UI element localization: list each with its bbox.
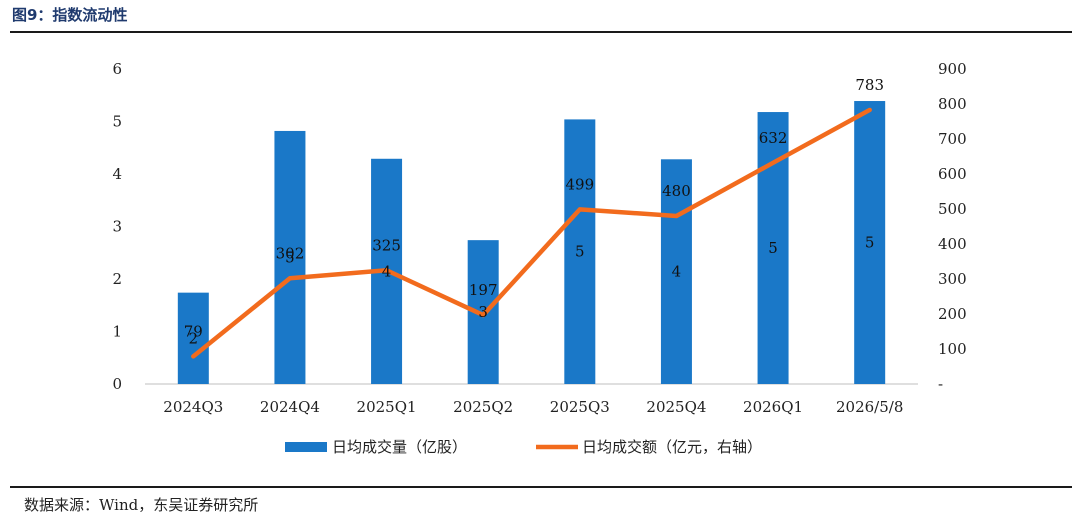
bar-data-label: 5 — [865, 234, 875, 252]
y-right-tick-label: 500 — [938, 200, 967, 218]
line-data-label: 325 — [372, 236, 401, 254]
y-right-tick-label: 600 — [938, 165, 967, 183]
legend: 日均成交量（亿股） 日均成交额（亿元，右轴） — [285, 438, 762, 456]
y-right-tick-label: 400 — [938, 235, 967, 253]
line-data-label: 480 — [662, 182, 691, 200]
bar-data-label: 5 — [285, 248, 295, 266]
line-data-label: 302 — [276, 244, 305, 262]
y-left-tick-label: 2 — [112, 270, 122, 288]
line-data-label: 783 — [855, 76, 884, 94]
top-rule — [10, 31, 1072, 33]
x-tick-label: 2026/5/8 — [836, 398, 903, 416]
x-tick-label: 2025Q1 — [357, 398, 417, 416]
y-left-tick-label: 4 — [112, 165, 122, 183]
x-tick-label: 2025Q2 — [453, 398, 513, 416]
bar-data-label: 3 — [478, 303, 488, 321]
line-data-label: 632 — [759, 129, 788, 147]
bar-data-label: 5 — [575, 243, 585, 261]
bar-data-label: 5 — [768, 239, 778, 257]
y-left-tick-label: 0 — [112, 375, 122, 393]
y-right-tick-label: 100 — [938, 340, 967, 358]
bar — [660, 159, 692, 384]
y-right-tick-label: 900 — [938, 60, 967, 78]
bar — [177, 292, 209, 384]
y-right-tick-label: 200 — [938, 305, 967, 323]
y-left-tick-label: 1 — [112, 323, 122, 341]
bottom-rule — [10, 486, 1072, 488]
y-right-tick-label: - — [938, 375, 943, 393]
x-tick-label: 2024Q4 — [260, 398, 320, 416]
y-right-tick-label: 800 — [938, 95, 967, 113]
source-note: 数据来源：Wind，东吴证券研究所 — [24, 496, 259, 514]
legend-swatch-bar — [285, 442, 327, 452]
line-data-label: 79 — [184, 322, 203, 340]
y-left-tick-label: 6 — [112, 60, 122, 78]
line-data-label: 197 — [469, 281, 498, 299]
y-right-tick-label: 700 — [938, 130, 967, 148]
y-right-tick-label: 300 — [938, 270, 967, 288]
series-line — [191, 107, 872, 359]
line-data-label: 499 — [565, 175, 594, 193]
figure-title: 图9：指数流动性 — [12, 6, 128, 24]
x-tick-label: 2025Q4 — [646, 398, 706, 416]
x-tick-label: 2025Q3 — [550, 398, 610, 416]
y-left-tick-label: 3 — [112, 218, 122, 236]
y-left-tick-label: 5 — [112, 113, 122, 131]
chart-axes: 0 1 2 3 4 5 6 - 100 200 300 400 500 600 700 800 900 2024Q… — [112, 60, 966, 416]
line-series — [191, 107, 872, 359]
legend-label-bar: 日均成交量（亿股） — [332, 438, 467, 456]
bar-data-label: 4 — [382, 262, 392, 280]
bar-data-label: 4 — [672, 263, 682, 281]
x-tick-label: 2024Q3 — [163, 398, 223, 416]
bar — [564, 119, 596, 385]
bar — [274, 130, 306, 384]
chart: 0 1 2 3 4 5 6 - 100 200 300 400 500 600 700 800 900 2024Q… — [112, 60, 966, 456]
bar — [854, 101, 886, 385]
legend-label-line: 日均成交额（亿元，右轴） — [582, 438, 762, 456]
x-tick-label: 2026Q1 — [743, 398, 803, 416]
bar-data-label: 2 — [189, 329, 199, 347]
data-labels: 2 5 4 3 5 4 5 5 79 302 325 197 499 480 632 783 — [184, 76, 884, 347]
